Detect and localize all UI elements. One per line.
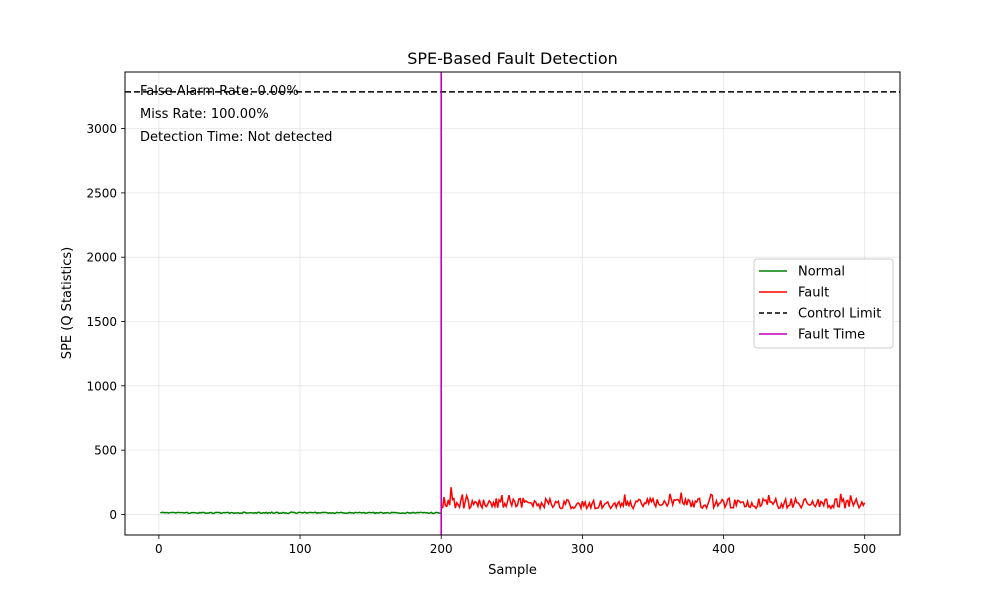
legend: Normal Fault Control Limit Fault Time [753, 258, 894, 349]
y-tick-label: 2500 [86, 186, 117, 200]
x-tick-label: 200 [430, 542, 453, 556]
y-tick-label: 1500 [86, 315, 117, 329]
x-tick-label: 300 [571, 542, 594, 556]
annotation-text: Detection Time: Not detected [140, 130, 332, 145]
legend-box [753, 258, 894, 349]
chart-title: SPE-Based Fault Detection [407, 49, 618, 68]
legend-label: Control Limit [798, 307, 881, 322]
normal-series-line [160, 511, 442, 515]
legend-label: Fault [798, 286, 829, 301]
x-axis-label: Sample [488, 563, 537, 578]
legend-label: Normal [798, 265, 845, 280]
x-tick-label: 500 [853, 542, 876, 556]
annotation-group: False Alarm Rate: 0.00% Miss Rate: 100.00… [140, 84, 332, 145]
plot-frame [124, 71, 901, 536]
x-tick-label: 400 [712, 542, 735, 556]
y-tick-label: 3000 [86, 122, 117, 136]
y-tick-label: 2000 [86, 251, 117, 265]
y-tick-label: 500 [94, 444, 117, 458]
plot-area: 0 100 200 300 400 500 0 500 1000 1500 2000 2500 3000 [86, 71, 901, 556]
annotation-text: Miss Rate: 100.00% [140, 107, 269, 122]
x-tick-label: 100 [289, 542, 312, 556]
y-tick-label: 1000 [86, 379, 117, 393]
annotation-text: False Alarm Rate: 0.00% [140, 84, 299, 99]
y-axis-label: SPE (Q Statistics) [60, 247, 75, 359]
fault-series-line [441, 487, 866, 511]
legend-label: Fault Time [798, 328, 865, 343]
y-tick-label: 0 [109, 508, 117, 522]
x-tick-label: 0 [155, 542, 163, 556]
